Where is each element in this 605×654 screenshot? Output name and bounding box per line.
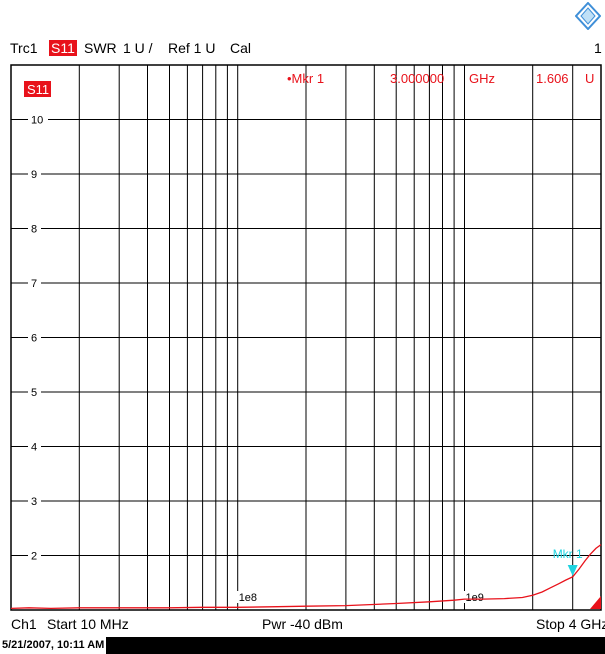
trace-format[interactable]: SWR [84,40,117,56]
y-tick-label: 8 [31,224,37,236]
y-tick-label: 4 [31,442,37,454]
channel-label[interactable]: Ch1 [11,616,37,632]
stop-frequency[interactable]: Stop 4 GHz [536,616,605,632]
trace-line [10,544,602,610]
cal-indicator: Cal [230,40,252,56]
trace-header: Trc1 S11 SWR 1 U / Ref 1 U Cal 1 [0,38,605,60]
y-tick-label: 7 [31,278,37,290]
y-tick-label-bg [28,548,41,562]
y-tick-label-bg [28,276,41,289]
timestamp: 5/21/2007, 10:11 AM [0,637,107,654]
horizontal-grid [11,119,601,556]
y-tick-label-bg [28,439,41,453]
power-level[interactable]: Pwr -40 dBm [262,616,343,632]
y-tick-label-bg [28,494,41,507]
y-tick-label-bg [28,330,41,344]
y-tick-label-bg [28,167,41,180]
start-frequency[interactable]: Start 10 MHz [47,616,129,632]
trace-ref[interactable]: Ref 1 U [168,40,216,56]
y-tick-label-bg [28,112,48,126]
marker-label[interactable]: Mkr 1 [553,547,583,561]
y-tick-label-bg [28,385,41,398]
x-tick-label: 1e9 [466,592,484,604]
trace-tag-bg [24,81,51,97]
y-tick-label: 3 [31,496,37,508]
right-edge-arrow-icon [590,596,601,609]
marker-readout-value: 1.606 [536,71,569,86]
y-tick-label: 9 [31,169,37,181]
marker-triangle-icon[interactable] [567,565,578,576]
marker-readout-name: •Mkr 1 [287,71,324,86]
y-tick-label: 2 [31,551,37,563]
swr-chart[interactable]: 2 3 4 5 6 7 8 9 10 1e8 1e9 S11 •Mkr 1 3.000000 GH… [0,60,605,612]
x-tick-label-bg [236,591,259,603]
y-tick-label: 10 [31,115,43,127]
marker-readout-freq-unit: GHz [469,71,495,86]
channel-number: 1 [594,40,602,56]
y-tick-label-bg [28,221,41,235]
trace-tag: S11 [27,82,49,97]
timestamp-bar: 5/21/2007, 10:11 AM [0,637,605,654]
marker-readout-value-unit: U [585,71,594,86]
rohde-schwarz-logo-icon [575,2,601,30]
x-tick-label: 1e8 [239,592,257,604]
y-tick-label: 6 [31,333,37,345]
marker-readout-freq: 3.000000 [390,71,444,86]
channel-footer: Ch1 Start 10 MHz Pwr -40 dBm Stop 4 GHz [0,614,605,636]
trace-label[interactable]: Trc1 [10,40,38,56]
x-tick-label-bg [463,591,486,603]
marker-readout: •Mkr 1 3.000000 GHz 1.606 U [287,71,594,86]
y-tick-labels: 2 3 4 5 6 7 8 9 10 [28,112,48,563]
trace-scale[interactable]: 1 U / [123,40,153,56]
trace-param-badge[interactable]: S11 [49,40,77,56]
x-tick-labels: 1e8 1e9 [236,591,486,604]
y-tick-label: 5 [31,387,37,399]
